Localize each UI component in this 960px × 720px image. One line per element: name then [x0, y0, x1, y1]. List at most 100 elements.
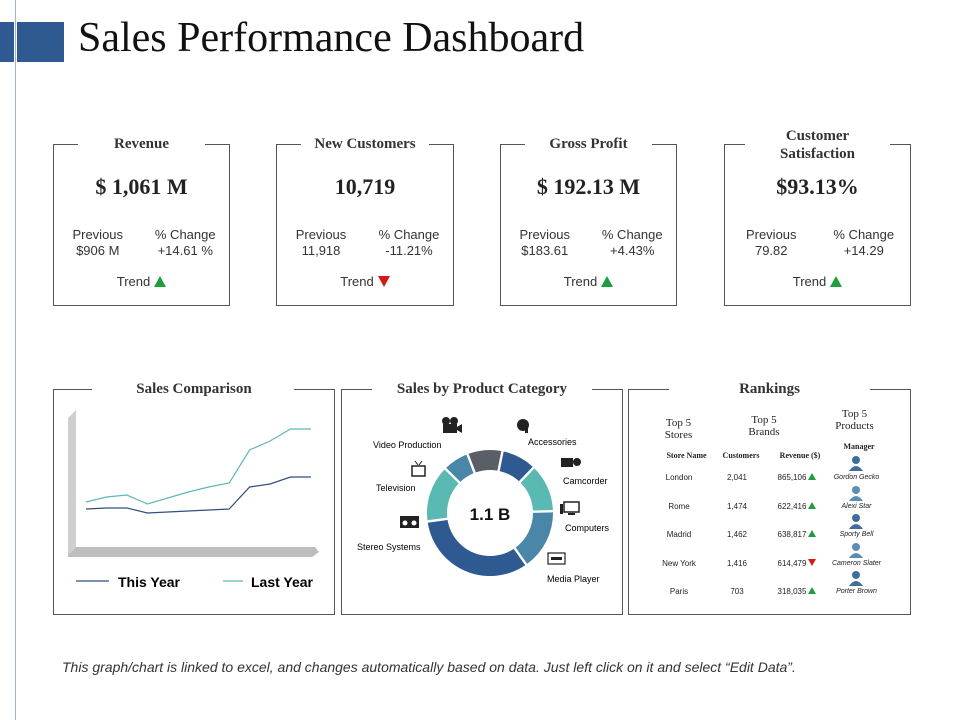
series-line-last-year [85, 428, 311, 505]
sales-by-category-panel[interactable]: Sales by Product Category 1.1 B Accessor… [341, 381, 623, 615]
kpi-trend: Trend [725, 274, 910, 289]
manager-name: Gordon Gecko [833, 474, 880, 481]
manager-avatar-icon [849, 455, 863, 476]
kpi-title: Gross Profit [549, 136, 628, 152]
category-label-stereo-systems: Stereo Systems [357, 542, 421, 552]
top-stores-heading: Top 5 Stores [664, 417, 693, 441]
donut-slice-computers[interactable] [515, 512, 554, 564]
stereo-icon [400, 516, 419, 528]
television-icon [411, 460, 426, 477]
media-player-icon [547, 552, 566, 565]
chart-title: Sales by Product Category [396, 381, 568, 397]
title-accent-block-small [0, 22, 14, 62]
trend-up-icon [808, 530, 817, 537]
page-title: Sales Performance Dashboard [78, 15, 585, 61]
row-store: Madrid [666, 530, 692, 539]
kpi-value: $ 192.13 M [536, 174, 641, 199]
kpi-previous: Previous 11,918 [295, 227, 347, 258]
legend-this-year-label: This Year [118, 574, 181, 590]
trend-up-icon [808, 473, 817, 480]
category-label-television: Television [376, 483, 416, 493]
kpi-previous: Previous 79.82 [745, 227, 797, 258]
line-chart[interactable]: This Year Last Year [53, 389, 335, 615]
kpi-value: $93.13% [776, 174, 859, 199]
manager-avatar-icon [849, 485, 863, 506]
computer-icon [560, 501, 580, 515]
trend-up-icon [154, 276, 167, 287]
kpi-change: % Change +4.43% [601, 227, 663, 258]
col-revenue: Revenue ($) [779, 451, 821, 460]
row-store: Rome [668, 502, 690, 511]
kpi-change: % Change +14.61 % [154, 227, 216, 258]
left-guide-line [15, 0, 16, 720]
trend-down-icon [808, 559, 817, 566]
donut-center-label: 1.1 B [470, 505, 511, 524]
kpi-card-gross-profit[interactable]: Gross Profit $ 192.13 M Previous $183.61 … [500, 136, 677, 306]
manager-avatar-icon [849, 513, 863, 534]
donut-chart[interactable]: 1.1 B Accessories Camcorder Computers Me… [341, 389, 623, 615]
trend-up-icon [601, 276, 614, 287]
kpi-value: $ 1,061 M [95, 174, 188, 199]
col-customers: Customers [722, 451, 760, 460]
manager-avatar-icon [849, 570, 863, 591]
col-manager: Manager [843, 442, 875, 451]
kpi-trend: Trend [54, 274, 229, 289]
rankings-title: Rankings [739, 381, 800, 397]
kpi-card-customer-satisfaction[interactable]: Customer Satisfaction $93.13% Previous 79… [724, 128, 911, 306]
kpi-value: 10,719 [334, 174, 396, 199]
manager-name: Alexi Star [841, 503, 872, 510]
donut-slice-accessories[interactable] [499, 451, 533, 482]
manager-avatar-icon [849, 542, 863, 563]
title-accent-block [17, 22, 64, 62]
trend-up-icon [808, 502, 817, 509]
footer-note: This graph/chart is linked to excel, and… [62, 659, 796, 675]
kpi-change: % Change +14.29 [833, 227, 895, 258]
manager-name: Porter Brown [836, 588, 877, 595]
row-revenue: 622,416 [767, 502, 827, 511]
top-brands-heading: Top 5 Brands [748, 414, 780, 438]
trend-up-icon [830, 276, 843, 287]
series-line-this-year [85, 476, 311, 514]
row-customers: 1,462 [726, 530, 748, 539]
category-label-camcorder: Camcorder [563, 476, 608, 486]
row-store: London [665, 473, 693, 482]
kpi-title: Customer Satisfaction [780, 128, 855, 162]
category-label-computers: Computers [565, 523, 610, 533]
rankings-panel[interactable]: Rankings Top 5 Stores Top 5 Brands Top 5… [628, 381, 911, 615]
kpi-title: New Customers [314, 136, 416, 152]
kpi-trend: Trend [277, 274, 453, 289]
row-customers: 2,041 [726, 473, 748, 482]
legend-last-year-label: Last Year [251, 574, 314, 590]
axis-floor [68, 547, 319, 557]
trend-down-icon [377, 276, 390, 287]
camcorder-icon [561, 458, 581, 467]
row-revenue: 318,035 [767, 587, 827, 596]
sales-comparison-panel[interactable]: Sales Comparison This Year Last Year [53, 381, 335, 615]
donut-slice-video-production[interactable] [468, 450, 502, 473]
col-store-name: Store Name [666, 451, 707, 460]
row-customers: 703 [730, 587, 744, 596]
video-camera-icon [442, 417, 462, 433]
donut-slice-television[interactable] [446, 454, 474, 482]
donut-slice-camcorder[interactable] [520, 468, 553, 511]
category-label-media-player: Media Player [547, 574, 600, 584]
row-customers: 1,474 [726, 502, 748, 511]
donut-slice-media-player[interactable] [427, 519, 526, 577]
kpi-trend: Trend [501, 274, 676, 289]
kpi-previous: Previous $906 M [72, 227, 124, 258]
manager-name: Cameron Slater [831, 560, 882, 567]
category-label-video-production: Video Production [373, 440, 441, 450]
row-revenue: 614,479 [767, 559, 827, 568]
kpi-previous: Previous $183.61 [519, 227, 571, 258]
row-customers: 1,416 [726, 559, 748, 568]
trend-up-icon [808, 587, 817, 594]
row-store: New York [662, 559, 696, 568]
category-label-accessories: Accessories [528, 437, 577, 447]
kpi-title: Revenue [114, 136, 169, 152]
axis-wall [68, 410, 76, 555]
row-store: Paris [669, 587, 689, 596]
kpi-card-revenue[interactable]: Revenue $ 1,061 M Previous $906 M % Chang… [53, 136, 230, 306]
kpi-card-new-customers[interactable]: New Customers 10,719 Previous 11,918 % Ch… [276, 136, 454, 306]
donut-slice-stereo-systems[interactable] [427, 469, 459, 521]
row-revenue: 865,106 [767, 473, 827, 482]
